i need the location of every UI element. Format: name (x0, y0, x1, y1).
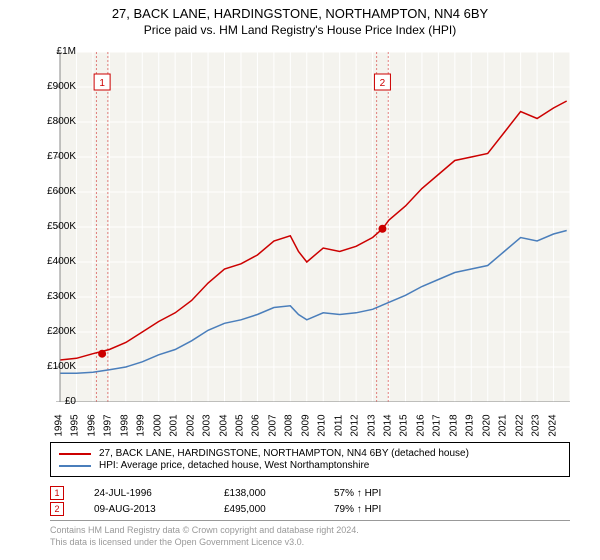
sale-date: 24-JUL-1996 (94, 488, 224, 499)
legend: 27, BACK LANE, HARDINGSTONE, NORTHAMPTON… (50, 442, 570, 477)
x-axis-label: 2018 (448, 414, 459, 436)
legend-row: 27, BACK LANE, HARDINGSTONE, NORTHAMPTON… (59, 448, 561, 459)
chart-area: 12 (50, 52, 570, 402)
footer-line-2: This data is licensed under the Open Gov… (50, 537, 570, 549)
y-axis-label: £900K (28, 81, 76, 92)
y-axis-label: £300K (28, 291, 76, 302)
x-axis-label: 2002 (185, 414, 196, 436)
title-block: 27, BACK LANE, HARDINGSTONE, NORTHAMPTON… (0, 0, 600, 37)
x-axis-label: 1999 (136, 414, 147, 436)
sale-hpi-pct: 57% ↑ HPI (334, 488, 434, 499)
sale-hpi-pct: 79% ↑ HPI (334, 504, 434, 515)
legend-row: HPI: Average price, detached house, West… (59, 460, 561, 471)
x-axis-label: 1997 (103, 414, 114, 436)
sales-table: 1 24-JUL-1996£138,00057% ↑ HPI 2 09-AUG-201… (50, 484, 570, 518)
x-axis-label: 1998 (119, 414, 130, 436)
y-axis-label: £600K (28, 186, 76, 197)
svg-text:1: 1 (99, 78, 105, 89)
x-axis-label: 2021 (498, 414, 509, 436)
x-axis-label: 2010 (317, 414, 328, 436)
x-axis-label: 2000 (152, 414, 163, 436)
x-axis-label: 2016 (416, 414, 427, 436)
y-axis-label: £1M (28, 46, 76, 57)
y-axis-label: £400K (28, 256, 76, 267)
x-axis-label: 2009 (300, 414, 311, 436)
legend-label: 27, BACK LANE, HARDINGSTONE, NORTHAMPTON… (99, 448, 469, 459)
x-axis-label: 1994 (54, 414, 65, 436)
y-axis-label: £500K (28, 221, 76, 232)
sale-marker-box: 1 (50, 486, 64, 500)
x-axis-label: 2004 (218, 414, 229, 436)
footer-line-1: Contains HM Land Registry data © Crown c… (50, 525, 570, 537)
y-axis-label: £800K (28, 116, 76, 127)
y-axis-label: £700K (28, 151, 76, 162)
sales-row: 2 09-AUG-2013£495,00079% ↑ HPI (50, 502, 570, 516)
x-axis-label: 2011 (333, 415, 344, 437)
x-axis-label: 2024 (547, 414, 558, 436)
footer: Contains HM Land Registry data © Crown c… (50, 520, 570, 548)
y-axis-label: £100K (28, 361, 76, 372)
legend-label: HPI: Average price, detached house, West… (99, 460, 369, 471)
legend-swatch (59, 465, 91, 467)
chart-svg: 12 (50, 52, 570, 402)
x-axis-label: 2001 (169, 414, 180, 436)
x-axis-label: 2020 (481, 414, 492, 436)
x-axis-label: 2006 (251, 414, 262, 436)
y-axis-label: £0 (28, 396, 76, 407)
x-axis-label: 2013 (366, 414, 377, 436)
x-axis-label: 2023 (531, 414, 542, 436)
x-axis-label: 2019 (465, 414, 476, 436)
x-axis-label: 1995 (70, 414, 81, 436)
sales-row: 1 24-JUL-1996£138,00057% ↑ HPI (50, 486, 570, 500)
x-axis-label: 2017 (432, 414, 443, 436)
x-axis-label: 2003 (202, 414, 213, 436)
sale-date: 09-AUG-2013 (94, 504, 224, 515)
x-axis-label: 2022 (514, 414, 525, 436)
chart-title: 27, BACK LANE, HARDINGSTONE, NORTHAMPTON… (0, 6, 600, 21)
svg-text:2: 2 (380, 78, 386, 89)
chart-container: 27, BACK LANE, HARDINGSTONE, NORTHAMPTON… (0, 0, 600, 560)
x-axis-label: 2015 (399, 414, 410, 436)
sale-price: £138,000 (224, 488, 334, 499)
legend-swatch (59, 453, 91, 455)
sale-marker-box: 2 (50, 502, 64, 516)
sale-price: £495,000 (224, 504, 334, 515)
x-axis-labels: 1994 1995 1996 1997 1998 1999 2000 2001 2002 2003… (50, 406, 570, 442)
chart-subtitle: Price paid vs. HM Land Registry's House … (0, 23, 600, 37)
x-axis-label: 2005 (235, 414, 246, 436)
y-axis-label: £200K (28, 326, 76, 337)
x-axis-label: 1996 (87, 414, 98, 436)
x-axis-label: 2012 (350, 414, 361, 436)
x-axis-label: 2014 (383, 414, 394, 436)
x-axis-label: 2007 (267, 414, 278, 436)
x-axis-label: 2008 (284, 414, 295, 436)
